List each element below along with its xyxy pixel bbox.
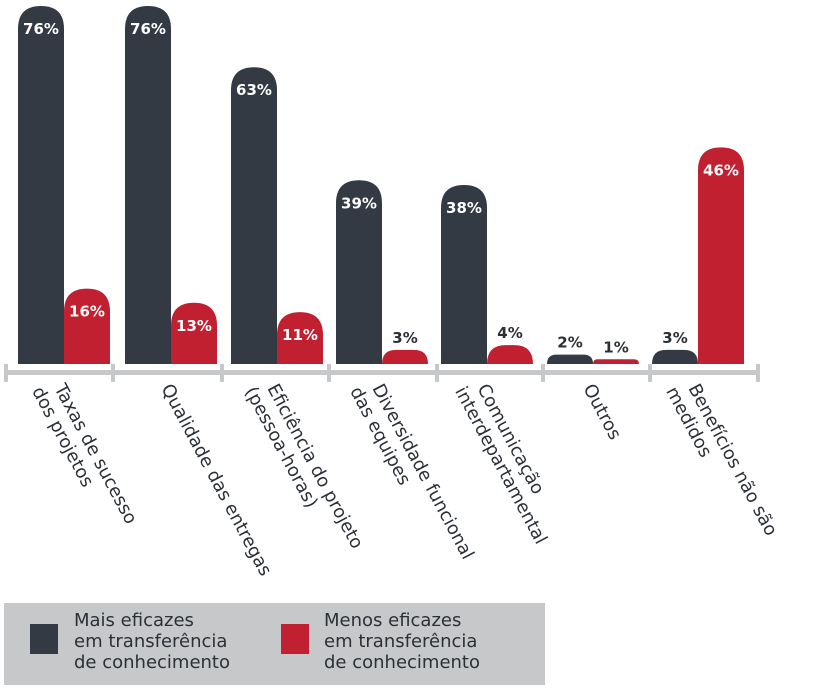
data-label: 4%: [497, 324, 522, 342]
bar-more-effective-1: [125, 6, 171, 364]
x-axis-tick: [327, 364, 331, 382]
x-axis-tick: [435, 364, 439, 382]
data-label: 38%: [446, 199, 482, 217]
bars-layer: 76% 76% 63% 39% 38% 2% 3% 16% 13% 11% 3% 4% 1% 46%: [18, 6, 744, 364]
bar-more-effective-6: [652, 349, 698, 364]
legend-swatch-more-effective: [30, 624, 58, 654]
bar-less-effective-2: [277, 312, 323, 364]
data-label: 16%: [69, 303, 105, 321]
category-label: Comunicaçãointerdepartamental: [450, 373, 569, 547]
data-label: 13%: [176, 317, 212, 335]
category-label-group: Taxas de sucessodos projetos: [27, 373, 141, 537]
legend-swatch-less-effective: [281, 624, 309, 654]
category-label: Benefícios não sãomedidos: [661, 373, 781, 549]
data-label: 3%: [392, 329, 417, 347]
data-label: 63%: [236, 81, 272, 99]
x-axis-tick: [541, 364, 545, 382]
data-label: 39%: [341, 194, 377, 212]
legend-label-more-effective: Mais eficazes em transferência de conhec…: [74, 610, 231, 673]
data-label: 76%: [130, 20, 166, 38]
legend: Mais eficazes em transferência de conhec…: [4, 603, 545, 685]
category-label-group: Eficiência do projeto(pessoa-horas): [240, 373, 367, 562]
data-label: 76%: [23, 20, 59, 38]
data-label: 11%: [282, 326, 318, 344]
x-axis: [4, 364, 760, 382]
category-label: Taxas de sucessodos projetos: [27, 373, 141, 537]
bar-more-effective-4: [441, 185, 487, 364]
legend-label-less-effective: Menos eficazes em transferência de conhe…: [324, 610, 481, 673]
bar-less-effective-5: [593, 359, 639, 364]
category-label-group: Benefícios não sãomedidos: [661, 373, 781, 549]
category-labels: Taxas de sucessodos projetos Qualidade da…: [27, 373, 781, 580]
category-label: Outros: [579, 380, 626, 443]
x-axis-tick: [648, 364, 652, 382]
x-axis-tick: [111, 364, 115, 382]
x-axis-tick: [4, 364, 8, 382]
bar-less-effective-6: [698, 147, 744, 364]
bar-less-effective-1: [171, 302, 217, 364]
data-label: 3%: [662, 329, 687, 347]
x-axis-tick: [756, 364, 760, 382]
x-axis-line: [4, 370, 760, 375]
bar-more-effective-3: [336, 180, 382, 364]
data-label: 1%: [603, 338, 628, 356]
bar-less-effective-4: [487, 345, 533, 364]
category-label: Eficiência do projeto(pessoa-horas): [240, 373, 367, 562]
bar-more-effective-5: [547, 354, 593, 364]
data-label: 46%: [703, 161, 739, 179]
category-label-group: Comunicaçãointerdepartamental: [450, 373, 569, 547]
bar-more-effective-2: [231, 67, 277, 364]
bar-chart: 76% 76% 63% 39% 38% 2% 3% 16% 13% 11% 3% 4% 1% 46% Ta…: [4, 6, 781, 580]
data-label: 2%: [557, 334, 582, 352]
bar-less-effective-3: [382, 349, 428, 364]
x-axis-tick: [220, 364, 224, 382]
bar-more-effective-0: [18, 6, 64, 364]
bar-less-effective-0: [64, 288, 110, 364]
category-label-group: Outros: [579, 380, 626, 443]
